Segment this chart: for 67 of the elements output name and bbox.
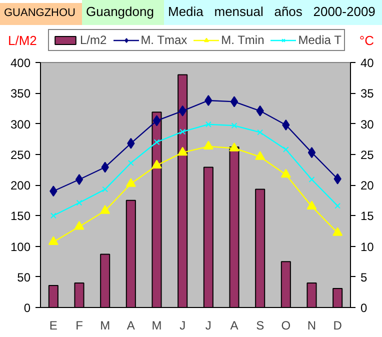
point (306, 200, 317, 210)
point (334, 202, 341, 209)
y-tick-label: 50 (17, 270, 31, 284)
y-tick-label: 150 (10, 209, 31, 224)
x-tick-label: O (281, 318, 291, 332)
point (154, 139, 160, 146)
text: Media mensual años 2000-2009 (164, 0, 382, 25)
x-tick-label: A (230, 318, 238, 332)
y2-tick-label: 30 (360, 117, 374, 132)
y-axis-title: L/M2 (8, 32, 37, 50)
x-tick-label: A (126, 318, 135, 332)
y-tick-label: 400 (10, 56, 31, 70)
point (50, 212, 56, 219)
point (102, 186, 108, 192)
y-tick-label: 350 (10, 86, 31, 101)
legend-label: M. Tmin (221, 33, 264, 47)
point (152, 160, 162, 168)
point (75, 174, 84, 185)
point (74, 220, 84, 230)
point (282, 146, 289, 152)
x-tick-label: M (152, 318, 162, 332)
point (100, 205, 110, 214)
y-tick-label: 300 (10, 117, 31, 132)
y-tick-label: 250 (10, 148, 31, 162)
y2-tick-label: 40 (360, 56, 374, 70)
y2-tick-label: 10 (360, 240, 374, 254)
x-tick-label: S (256, 318, 264, 332)
x-tick-label: J (205, 318, 212, 332)
point (229, 142, 240, 152)
point (152, 115, 161, 126)
y-tick-label: 200 (10, 178, 31, 192)
y2-tick-label: 25 (360, 148, 374, 162)
y2-tick-label: 15 (360, 209, 374, 224)
y2-tick-label: 20 (360, 178, 374, 192)
legend-label: Media T (298, 33, 342, 47)
x-tick-label: F (76, 318, 83, 332)
y2-tick-label: 5 (360, 270, 368, 284)
point (255, 151, 266, 160)
point (231, 122, 238, 129)
x-tick-label: J (180, 318, 186, 332)
y-tick-label: 0 (24, 301, 31, 315)
point (126, 178, 136, 187)
point (128, 160, 134, 166)
y-tick-label: 100 (10, 240, 31, 254)
point (332, 227, 343, 236)
x-tick-label: E (49, 318, 58, 332)
legend-label: L/m2 (80, 33, 107, 47)
point (48, 236, 58, 246)
point (76, 200, 82, 206)
point (308, 147, 316, 158)
x-tick-label: D (333, 318, 342, 332)
y2-tick-label: 0 (360, 301, 368, 315)
y2-axis-title: °C (359, 32, 374, 50)
chart-subtitle: Guangdong (82, 0, 164, 25)
point (280, 168, 291, 178)
point (178, 146, 188, 156)
point (203, 140, 214, 150)
y2-tick-label: 35 (360, 86, 374, 101)
point (180, 128, 186, 135)
x-tick-label: N (307, 318, 316, 332)
point (205, 121, 212, 128)
point (308, 176, 315, 182)
x-tick-label: M (100, 318, 110, 332)
point (257, 129, 264, 136)
point (230, 96, 238, 108)
chart-title: GUANGZHOU (0, 3, 82, 25)
legend-label: M. Tmax (140, 33, 188, 47)
